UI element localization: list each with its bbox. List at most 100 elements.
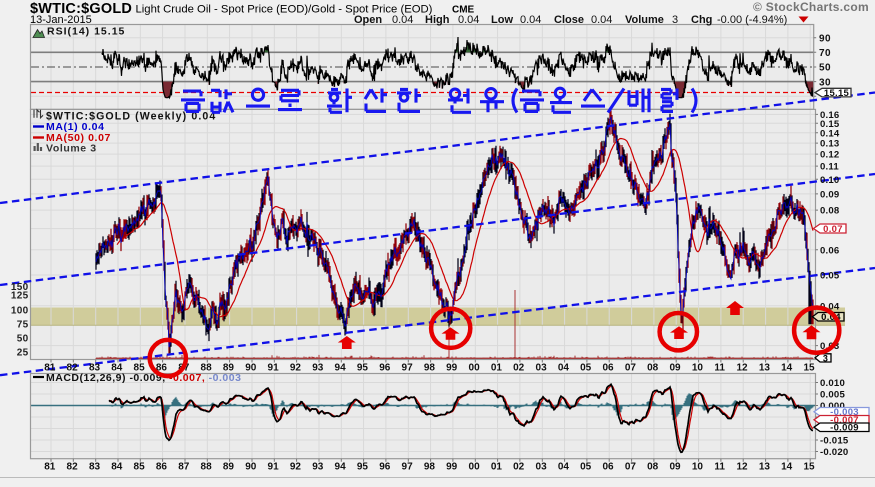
svg-text:86: 86 <box>156 462 168 473</box>
svg-text:88: 88 <box>201 462 213 473</box>
svg-text:95: 95 <box>357 363 369 374</box>
svg-text:0.10: 0.10 <box>820 175 839 186</box>
svg-text:0.14: 0.14 <box>820 128 840 139</box>
svg-text:15.15: 15.15 <box>824 88 850 99</box>
svg-text:91: 91 <box>268 363 280 374</box>
svg-text:06: 06 <box>602 363 614 374</box>
svg-text:-0.007: -0.007 <box>830 415 859 426</box>
svg-text:03: 03 <box>536 363 548 374</box>
svg-text:CME: CME <box>452 5 475 16</box>
svg-text:96: 96 <box>379 462 391 473</box>
svg-text:02: 02 <box>513 363 525 374</box>
svg-text:99: 99 <box>446 462 458 473</box>
svg-text:95: 95 <box>357 462 369 473</box>
svg-text:87: 87 <box>178 462 190 473</box>
svg-text:50: 50 <box>819 63 831 74</box>
svg-text:13: 13 <box>759 462 771 473</box>
svg-text:50: 50 <box>17 334 29 345</box>
svg-text:94: 94 <box>335 462 347 473</box>
svg-text:82: 82 <box>67 363 79 374</box>
svg-text:99: 99 <box>446 363 458 374</box>
svg-text:89: 89 <box>223 363 235 374</box>
svg-text:01: 01 <box>491 462 503 473</box>
svg-text:MA(50) 0.07: MA(50) 0.07 <box>46 132 111 144</box>
svg-text:00: 00 <box>469 462 481 473</box>
svg-text:84: 84 <box>111 363 123 374</box>
svg-text:03: 03 <box>536 462 548 473</box>
svg-text:© StockCharts.com: © StockCharts.com <box>753 0 869 14</box>
svg-text:94: 94 <box>335 363 347 374</box>
svg-text:05: 05 <box>580 462 592 473</box>
svg-text:91: 91 <box>268 462 280 473</box>
svg-text:0.08: 0.08 <box>820 206 840 217</box>
svg-text:07: 07 <box>625 462 637 473</box>
svg-text:86: 86 <box>156 363 168 374</box>
svg-text:90: 90 <box>245 363 257 374</box>
svg-text:89: 89 <box>223 462 235 473</box>
svg-text:97: 97 <box>402 462 414 473</box>
svg-text:MA(1) 0.04: MA(1) 0.04 <box>46 121 105 133</box>
svg-text:-0.020: -0.020 <box>820 447 848 458</box>
svg-text:85: 85 <box>134 462 146 473</box>
svg-text:09: 09 <box>669 462 681 473</box>
svg-text:14: 14 <box>781 363 793 374</box>
svg-text:00: 00 <box>469 363 481 374</box>
svg-text:90: 90 <box>245 462 257 473</box>
svg-text:15: 15 <box>803 462 815 473</box>
svg-text:0.005: 0.005 <box>820 390 845 401</box>
svg-text:12: 12 <box>736 462 748 473</box>
svg-text:85: 85 <box>134 363 146 374</box>
svg-text:-0.015: -0.015 <box>820 436 849 447</box>
svg-text:0.11: 0.11 <box>820 162 839 173</box>
svg-text:Light Crude Oil - Spot Price (: Light Crude Oil - Spot Price (EOD)/Gold … <box>136 4 433 16</box>
svg-text:05: 05 <box>580 363 592 374</box>
svg-text:100: 100 <box>11 306 29 317</box>
svg-text:125: 125 <box>11 291 29 302</box>
svg-text:3: 3 <box>823 353 828 363</box>
svg-text:10: 10 <box>692 363 704 374</box>
svg-text:96: 96 <box>379 363 391 374</box>
svg-text:97: 97 <box>402 363 414 374</box>
svg-text:0.09: 0.09 <box>820 189 839 200</box>
svg-text:0.12: 0.12 <box>820 150 839 161</box>
svg-text:04: 04 <box>558 462 570 473</box>
svg-text:0.16: 0.16 <box>820 110 839 121</box>
svg-text:0.04: 0.04 <box>821 312 841 323</box>
svg-text:-0.003: -0.003 <box>830 407 859 418</box>
svg-text:81: 81 <box>44 363 56 374</box>
svg-text:-0.009: -0.009 <box>830 423 859 434</box>
svg-text:02: 02 <box>513 462 525 473</box>
svg-text:98: 98 <box>424 462 436 473</box>
svg-text:14: 14 <box>781 462 793 473</box>
svg-text:25: 25 <box>17 348 29 359</box>
svg-text:01: 01 <box>491 363 503 374</box>
svg-text:07: 07 <box>625 363 637 374</box>
svg-text:88: 88 <box>201 363 213 374</box>
svg-text:0.13: 0.13 <box>820 139 839 150</box>
svg-text:13-Jan-2015: 13-Jan-2015 <box>30 14 92 26</box>
svg-text:0.010: 0.010 <box>820 378 845 389</box>
svg-text:93: 93 <box>312 462 324 473</box>
svg-text:09: 09 <box>669 363 681 374</box>
svg-text:MACD(12,26,9) -0.009, -0.007,: MACD(12,26,9) -0.009, -0.007, -0.003 <box>46 372 241 384</box>
svg-text:0.000: 0.000 <box>820 401 845 412</box>
svg-text:0.04: 0.04 <box>820 301 840 312</box>
svg-text:RSI(14) 15.15: RSI(14) 15.15 <box>47 26 125 38</box>
svg-text:0.07: 0.07 <box>823 224 843 235</box>
svg-text:75: 75 <box>17 320 29 331</box>
svg-text:13: 13 <box>759 363 771 374</box>
svg-text:06: 06 <box>602 462 614 473</box>
svg-text:08: 08 <box>647 363 659 374</box>
svg-text:93: 93 <box>312 363 324 374</box>
svg-text:11: 11 <box>714 462 725 473</box>
svg-text:12: 12 <box>736 363 748 374</box>
svg-text:92: 92 <box>290 363 302 374</box>
svg-text:$WTIC:$GOLD (Weekly) 0.04: $WTIC:$GOLD (Weekly) 0.04 <box>46 111 216 123</box>
svg-text:$WTIC:$GOLD: $WTIC:$GOLD <box>30 1 132 17</box>
svg-text:0.06: 0.06 <box>820 245 839 256</box>
svg-text:84: 84 <box>111 462 123 473</box>
svg-text:70: 70 <box>819 48 831 59</box>
svg-text:83: 83 <box>89 462 101 473</box>
svg-text:08: 08 <box>647 462 659 473</box>
